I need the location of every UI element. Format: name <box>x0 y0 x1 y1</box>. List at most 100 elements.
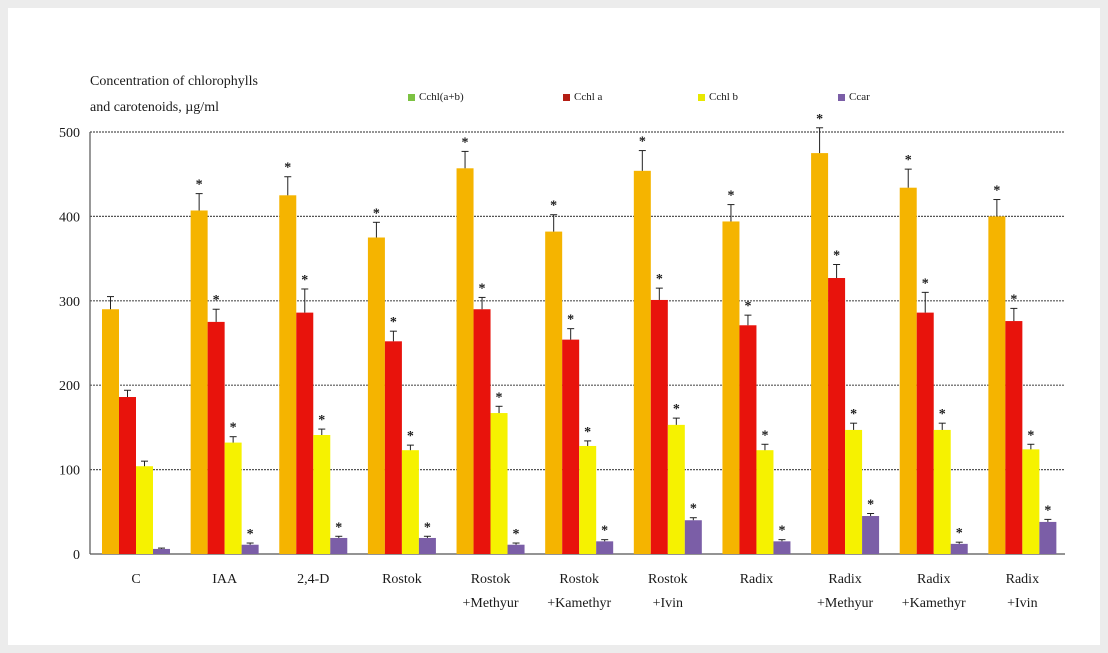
x-tick-label: +Kamethyr <box>902 596 966 611</box>
significance-mark: * <box>727 189 734 204</box>
significance-mark: * <box>956 526 963 541</box>
bar-carotenoids <box>684 520 702 554</box>
bar-chlorophyll-b <box>667 424 685 554</box>
significance-mark: * <box>407 429 414 444</box>
x-tick-label: Radix <box>828 572 861 587</box>
bar-chlorophyll-a <box>207 321 225 554</box>
bar-chlorophyll-a <box>119 397 136 554</box>
x-tick-label: Rostok <box>471 572 511 587</box>
bar-chlorophyll-a <box>650 299 668 554</box>
bar-total-chlorophyll <box>190 210 208 554</box>
bar-chlorophyll-a <box>916 312 934 554</box>
bar-total-chlorophyll <box>633 170 651 554</box>
bar-carotenoids <box>418 537 436 554</box>
bar-total-chlorophyll <box>722 221 740 555</box>
significance-mark: * <box>939 407 946 422</box>
significance-mark: * <box>424 520 431 535</box>
significance-mark: * <box>335 520 342 535</box>
y-tick-label: 400 <box>59 210 80 225</box>
bar-total-chlorophyll <box>988 216 1006 554</box>
bar-chlorophyll-b <box>224 442 242 554</box>
significance-mark: * <box>690 502 697 517</box>
x-tick-label: +Methyur <box>817 596 873 611</box>
significance-mark: * <box>1010 292 1017 307</box>
y-axis-label-line-1: Concentration of chlorophylls <box>90 74 258 89</box>
bar-carotenoids <box>773 541 791 554</box>
y-tick-label: 500 <box>59 126 80 141</box>
significance-mark: * <box>196 178 203 193</box>
significance-mark: * <box>496 390 503 405</box>
x-tick-label: Rostok <box>559 572 599 587</box>
x-tick-label: C <box>131 572 140 587</box>
significance-mark: * <box>284 161 291 176</box>
legend-item-chlorophyll-a: Cchl a <box>563 91 602 103</box>
bar-chlorophyll-b <box>136 466 153 554</box>
significance-mark: * <box>213 293 220 308</box>
significance-mark: * <box>373 206 380 221</box>
significance-mark: * <box>761 428 768 443</box>
bar-chlorophyll-b <box>845 429 863 554</box>
legend-swatch <box>698 93 705 101</box>
significance-mark: * <box>601 524 608 539</box>
x-tick-label: Radix <box>917 572 950 587</box>
y-axis-label-line-2: and carotenoids, µg/ml <box>90 100 219 115</box>
bar-chlorophyll-b <box>933 429 951 554</box>
legend-swatch <box>838 93 845 101</box>
significance-mark: * <box>922 276 929 291</box>
bar-chlorophyll-b <box>313 434 331 554</box>
significance-mark: * <box>462 135 469 150</box>
bar-chlorophyll-a <box>562 339 580 554</box>
significance-mark: * <box>550 199 557 214</box>
significance-mark: * <box>513 527 520 542</box>
bar-chlorophyll-a <box>473 309 491 554</box>
significance-mark: * <box>639 135 646 150</box>
x-tick-label: Radix <box>1006 572 1039 587</box>
chart-frame: Concentration of chlorophylls and carote… <box>8 8 1100 645</box>
significance-mark: * <box>247 527 254 542</box>
bar-total-chlorophyll <box>279 195 297 555</box>
significance-mark: * <box>656 272 663 287</box>
legend-item-carotenoids: Ccar <box>838 91 870 103</box>
x-tick-label: +Kamethyr <box>547 596 611 611</box>
x-tick-label: +Methyur <box>462 596 518 611</box>
bar-carotenoids <box>507 544 525 554</box>
bar-total-chlorophyll <box>811 153 829 554</box>
significance-mark: * <box>230 421 237 436</box>
y-tick-label: 200 <box>59 379 80 394</box>
significance-mark: * <box>833 249 840 264</box>
significance-mark: * <box>567 313 574 328</box>
bar-carotenoids <box>1039 521 1057 554</box>
bar-total-chlorophyll <box>367 237 385 554</box>
bar-chlorophyll-b <box>756 450 774 554</box>
y-tick-label: 0 <box>73 548 80 563</box>
bar-total-chlorophyll <box>545 231 563 555</box>
bar-chart: 0 100 200 300 400 500 C * * * * IAA * * * * 2,4-D * * * * Ros… <box>59 112 1065 611</box>
bar-chlorophyll-b <box>1022 449 1040 554</box>
significance-mark: * <box>816 112 823 127</box>
bar-total-chlorophyll <box>456 168 474 555</box>
bar-carotenoids <box>153 548 170 554</box>
y-tick-label: 100 <box>59 464 80 479</box>
bar-carotenoids <box>596 541 614 554</box>
legend: Cchl(a+b) Cchl a Cchl b Ccar <box>8 91 1100 111</box>
x-tick-label: Rostok <box>648 572 688 587</box>
x-tick-label: +Ivin <box>1007 596 1037 611</box>
legend-label: Cchl a <box>574 91 603 103</box>
legend-item-total-chlorophyll: Cchl(a+b) <box>408 91 464 103</box>
x-tick-label: 2,4-D <box>297 572 329 587</box>
bar-chlorophyll-b <box>579 445 597 554</box>
legend-item-chlorophyll-b: Cchl b <box>698 91 738 103</box>
significance-mark: * <box>850 407 857 422</box>
significance-mark: * <box>867 497 874 512</box>
significance-mark: * <box>673 402 680 417</box>
bar-carotenoids <box>330 537 348 554</box>
bar-chlorophyll-a <box>296 312 314 554</box>
significance-mark: * <box>993 184 1000 199</box>
significance-mark: * <box>905 153 912 168</box>
y-tick-label: 300 <box>59 295 80 310</box>
significance-mark: * <box>778 524 785 539</box>
bar-total-chlorophyll <box>899 187 917 555</box>
bar-chlorophyll-a <box>384 341 402 554</box>
significance-mark: * <box>744 299 751 314</box>
x-tick-label: IAA <box>212 572 238 587</box>
